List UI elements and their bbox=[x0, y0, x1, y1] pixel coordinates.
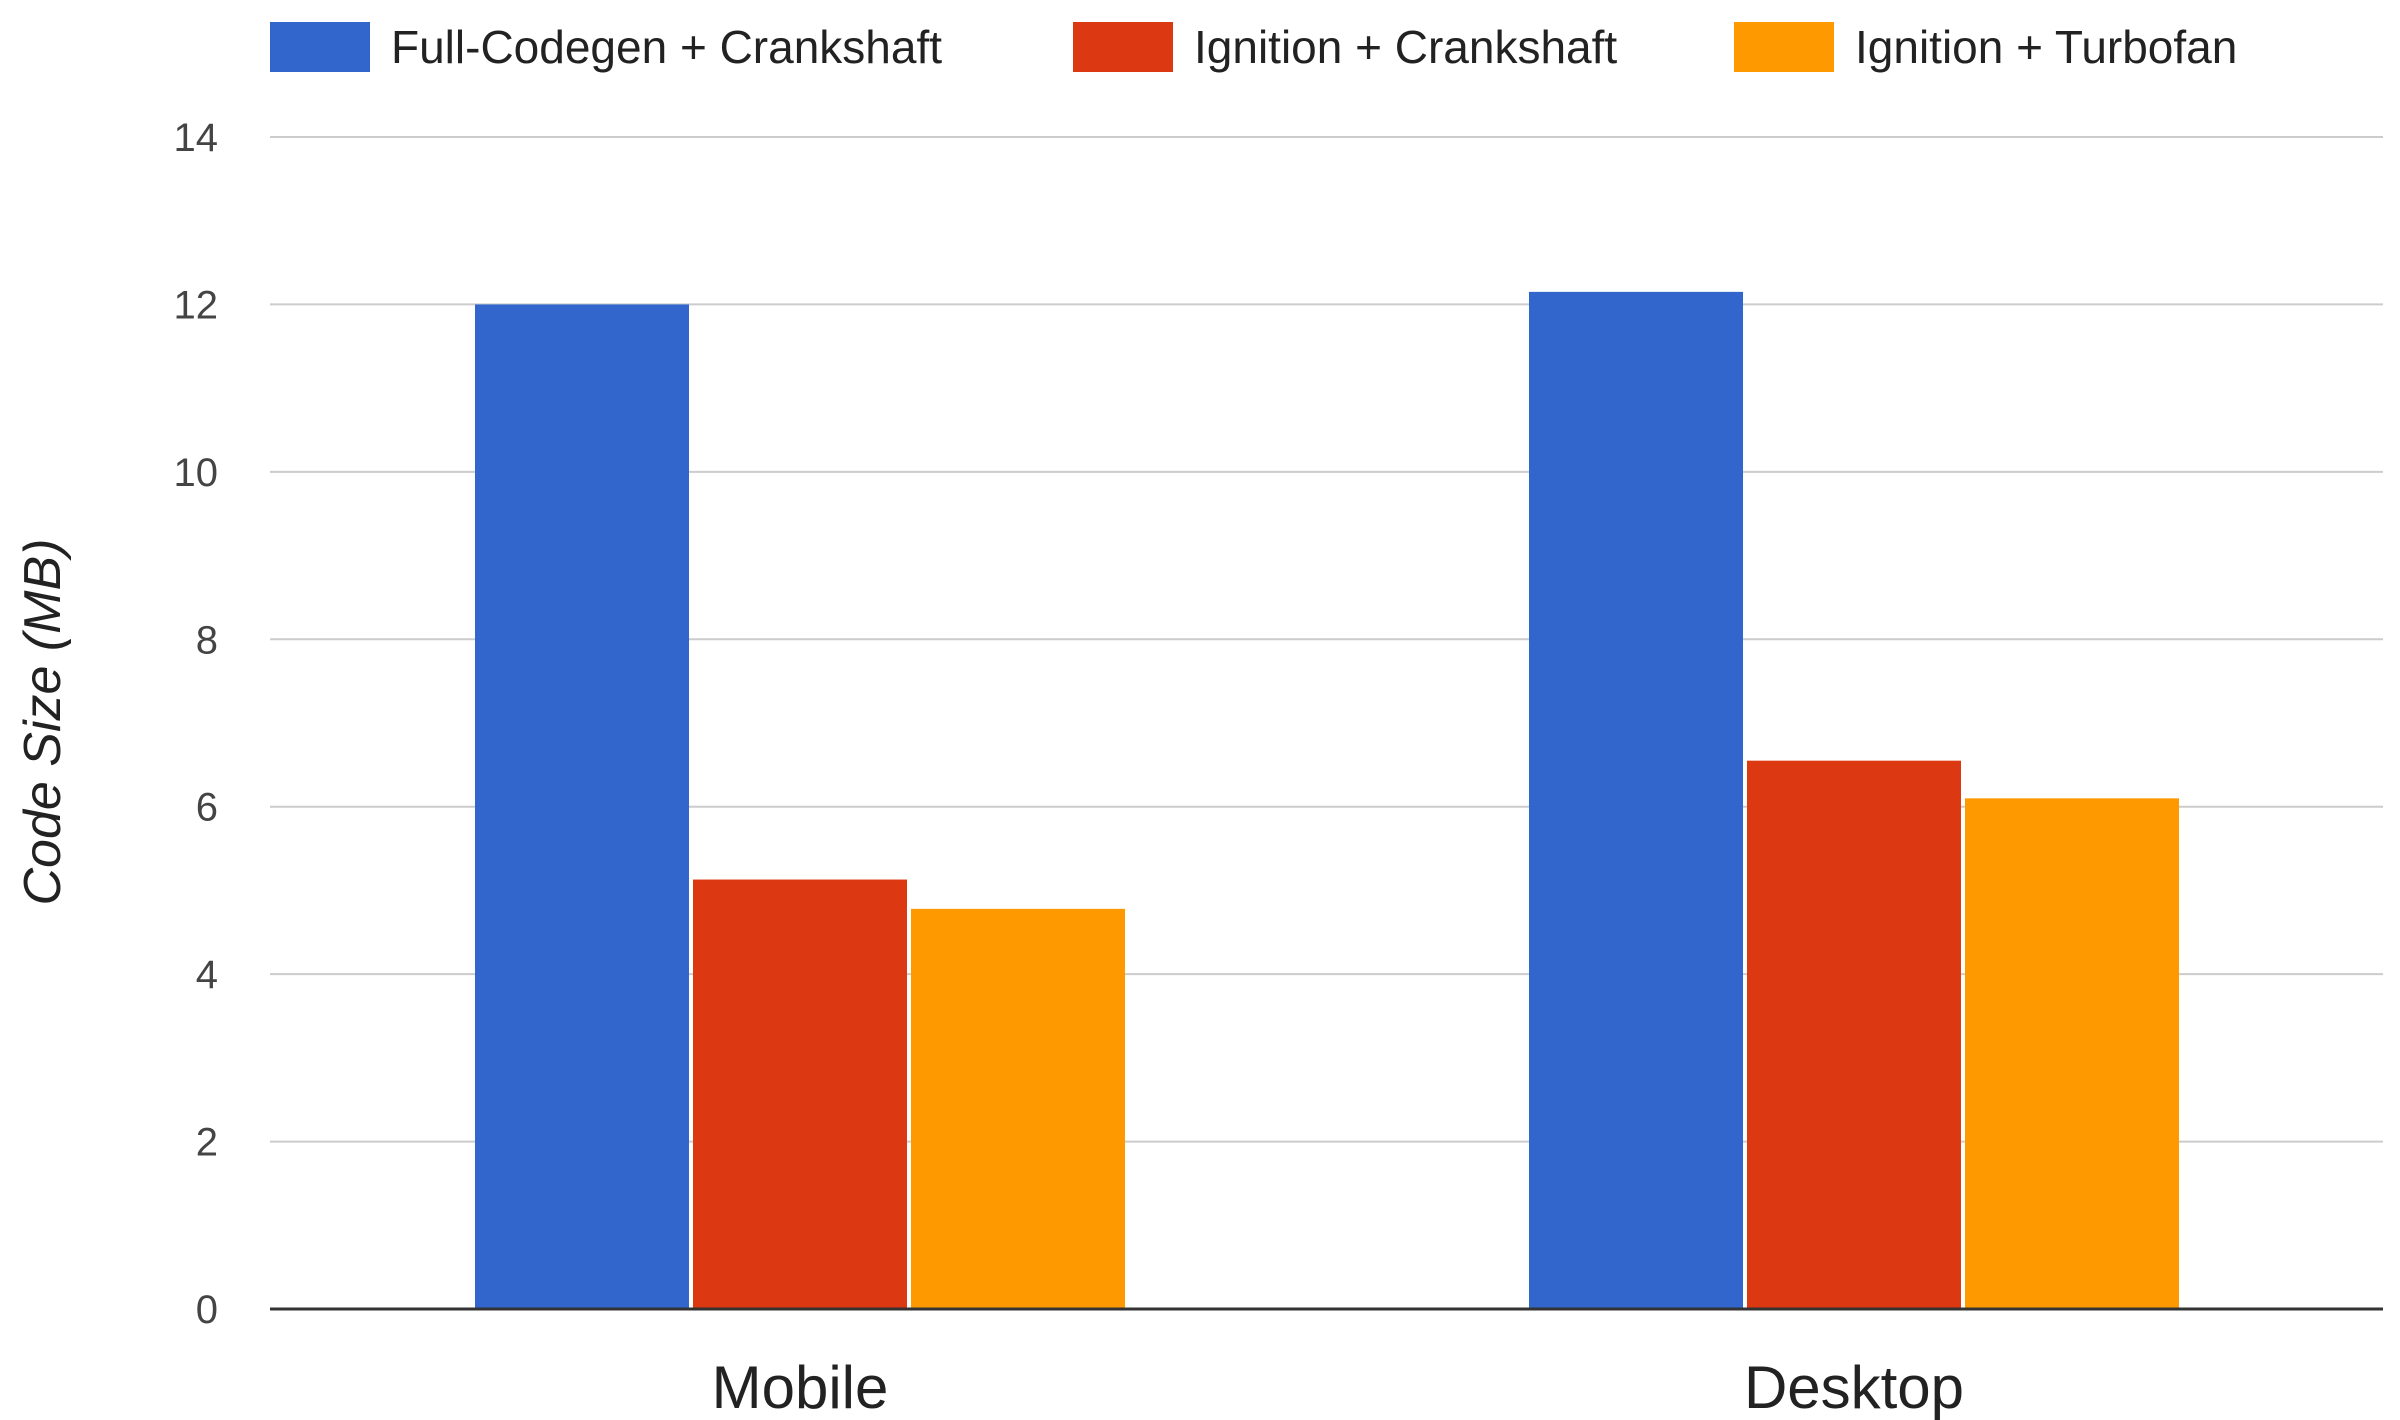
bar-desktop-series-2 bbox=[1747, 760, 1961, 1309]
legend-item: Ignition + Turbofan bbox=[1734, 21, 2237, 73]
y-tick-label: 0 bbox=[196, 1288, 218, 1332]
x-category-label: Mobile bbox=[712, 1354, 889, 1420]
legend-swatch bbox=[270, 22, 370, 72]
legend-item: Ignition + Crankshaft bbox=[1073, 21, 1617, 73]
y-tick-label: 4 bbox=[196, 953, 218, 997]
legend-item: Full-Codegen + Crankshaft bbox=[270, 21, 942, 73]
bar-desktop-series-1 bbox=[1529, 291, 1743, 1309]
legend-swatch bbox=[1734, 22, 1834, 72]
legend-label: Ignition + Crankshaft bbox=[1194, 21, 1617, 73]
legend-label: Full-Codegen + Crankshaft bbox=[391, 21, 942, 73]
y-tick-label: 14 bbox=[174, 116, 219, 160]
y-tick-label: 10 bbox=[174, 451, 219, 495]
bar-mobile-series-2 bbox=[693, 879, 907, 1309]
bar-desktop-series-3 bbox=[1965, 798, 2179, 1309]
x-axis-category-labels: Mobile Desktop bbox=[712, 1354, 1964, 1420]
y-axis-tick-labels: 0 2 4 6 8 10 12 14 bbox=[174, 116, 219, 1332]
legend-label: Ignition + Turbofan bbox=[1855, 21, 2237, 73]
legend: Full-Codegen + Crankshaft Ignition + Cran… bbox=[270, 21, 2237, 73]
y-tick-label: 2 bbox=[196, 1121, 218, 1165]
legend-swatch bbox=[1073, 22, 1173, 72]
bar-mobile-series-3 bbox=[911, 908, 1125, 1309]
y-axis-title: Code Size (MB) bbox=[14, 539, 72, 906]
x-category-label: Desktop bbox=[1744, 1354, 1964, 1420]
bar-mobile-series-1 bbox=[475, 304, 689, 1309]
bars bbox=[475, 291, 2179, 1309]
y-tick-label: 8 bbox=[196, 618, 218, 662]
y-tick-label: 12 bbox=[174, 283, 219, 327]
y-tick-label: 6 bbox=[196, 786, 218, 830]
